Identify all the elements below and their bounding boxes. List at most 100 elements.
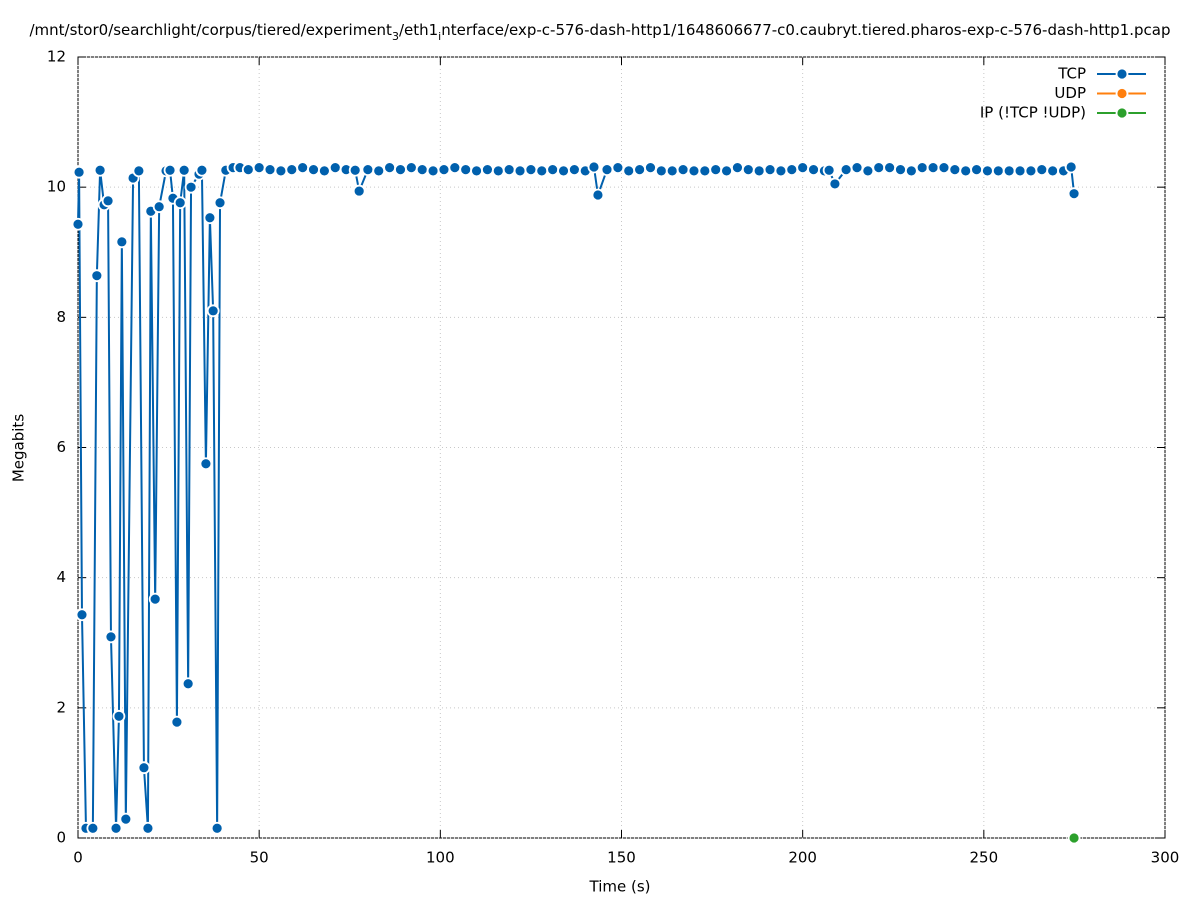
y-tick-label: 0 — [56, 829, 66, 847]
y-tick-label: 2 — [56, 698, 66, 716]
data-point — [448, 161, 462, 175]
data-point — [1046, 164, 1060, 178]
data-point — [1002, 164, 1016, 178]
y-tick-label: 4 — [56, 568, 66, 586]
x-tick-label: 300 — [1151, 849, 1180, 867]
data-point — [1064, 160, 1078, 174]
data-point — [93, 163, 107, 177]
data-point — [807, 163, 820, 176]
data-point — [459, 163, 473, 176]
data-point — [173, 196, 187, 210]
data-point — [394, 163, 407, 176]
x-axis-label: Time (s) — [589, 878, 651, 896]
data-point — [1024, 164, 1038, 178]
data-point — [785, 163, 799, 176]
data-point — [210, 821, 224, 835]
data-point — [1035, 163, 1049, 176]
data-point — [1013, 164, 1027, 178]
data-point — [415, 163, 429, 176]
data-point — [101, 194, 115, 208]
title-part: nterface/exp-c-576-dash-http1/1648606677… — [441, 21, 1170, 39]
data-point — [119, 812, 133, 826]
legend-label: TCP — [1057, 65, 1086, 83]
data-point — [611, 161, 625, 175]
y-tick-label: 6 — [56, 438, 66, 456]
data-point — [731, 161, 744, 175]
data-point — [71, 217, 85, 231]
x-tick-label: 0 — [73, 849, 83, 867]
data-point — [883, 161, 897, 175]
data-point — [470, 164, 483, 178]
data-point — [199, 457, 213, 471]
title-part: /eth1 — [399, 21, 438, 39]
title-subscript: i — [438, 30, 441, 43]
data-point — [861, 164, 875, 178]
x-tick-label: 200 — [788, 849, 817, 867]
data-point — [426, 164, 440, 178]
data-point — [915, 161, 929, 175]
data-point — [587, 160, 601, 174]
y-tick-label: 12 — [47, 48, 66, 66]
data-point — [296, 161, 310, 175]
data-point — [274, 164, 288, 178]
data-point — [709, 163, 723, 176]
data-point — [687, 164, 701, 178]
data-point — [741, 163, 755, 176]
data-point — [104, 630, 118, 644]
data-point — [252, 161, 266, 175]
data-point — [904, 164, 918, 178]
data-point — [115, 235, 129, 249]
data-point — [676, 163, 690, 176]
data-point — [75, 608, 89, 622]
data-point — [170, 715, 184, 729]
data-point — [822, 163, 836, 177]
data-point — [213, 196, 227, 210]
data-point — [752, 164, 766, 178]
legend-label: UDP — [1054, 84, 1086, 102]
data-point — [698, 164, 712, 178]
x-tick-label: 150 — [607, 849, 636, 867]
series-line — [77, 165, 1076, 830]
data-point — [285, 163, 299, 176]
data-point — [86, 821, 100, 835]
legend-swatch-point — [1115, 87, 1129, 100]
data-point — [600, 163, 614, 176]
data-point — [926, 161, 940, 175]
data-point — [981, 164, 994, 178]
data-point — [348, 163, 362, 177]
data-point — [372, 164, 386, 178]
data-point — [177, 163, 191, 177]
data-point — [644, 161, 657, 175]
legend-swatch-point — [1115, 106, 1129, 120]
data-point — [513, 164, 527, 178]
legend-label: IP (!TCP !UDP) — [980, 104, 1086, 122]
chart-title: /mnt/stor0/searchlight/corpus/tiered/exp… — [30, 21, 1171, 43]
data-point — [148, 592, 162, 606]
data-point — [959, 164, 973, 178]
data-point — [633, 163, 647, 176]
data-point — [328, 161, 342, 175]
data-point — [567, 163, 581, 176]
data-point — [524, 163, 538, 176]
data-point — [184, 180, 198, 194]
data-point — [796, 161, 810, 175]
data-point — [654, 164, 668, 178]
data-point — [163, 163, 177, 177]
data-point — [665, 164, 679, 178]
title-part: /mnt/stor0/searchlight/corpus/tiered/exp… — [30, 21, 393, 39]
data-point — [203, 211, 217, 225]
data-point — [437, 163, 451, 176]
x-tick-label: 250 — [970, 849, 999, 867]
data-point — [352, 184, 366, 198]
y-tick-label: 8 — [56, 308, 66, 326]
data-point — [872, 161, 886, 175]
data-point — [535, 164, 549, 178]
data-point — [361, 163, 375, 176]
data-point — [491, 164, 505, 178]
data-point — [1067, 831, 1081, 845]
data-point — [241, 163, 255, 176]
y-axis-label: Megabits — [10, 414, 28, 482]
data-point — [181, 677, 195, 691]
data-point — [763, 163, 777, 176]
